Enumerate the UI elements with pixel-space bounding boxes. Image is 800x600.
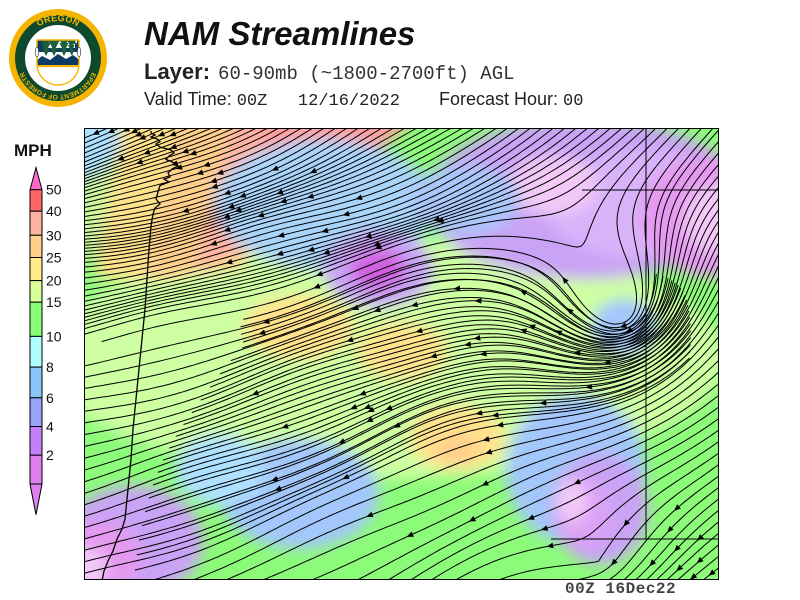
svg-text:10: 10 [46, 328, 62, 344]
svg-text:4: 4 [46, 419, 54, 435]
svg-text:40: 40 [46, 203, 62, 219]
svg-text:50: 50 [46, 182, 62, 198]
svg-text:8: 8 [46, 359, 54, 375]
svg-text:6: 6 [46, 390, 54, 406]
svg-text:25: 25 [46, 250, 62, 266]
svg-text:20: 20 [46, 273, 62, 289]
svg-text:15: 15 [46, 294, 62, 310]
svg-text:2: 2 [46, 447, 54, 463]
svg-text:30: 30 [46, 227, 62, 243]
